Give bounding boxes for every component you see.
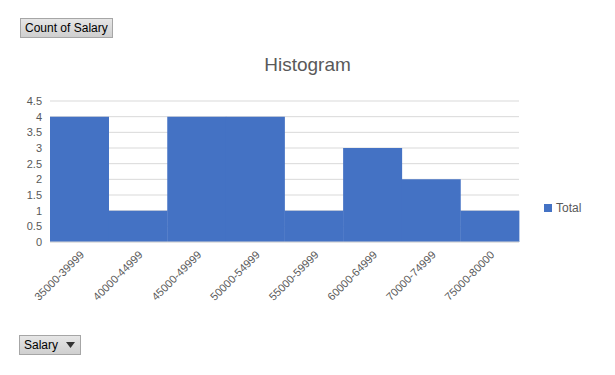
svg-text:35000-39999: 35000-39999 [32,248,86,302]
svg-text:70000-74999: 70000-74999 [384,248,438,302]
html-text:Histogram: Histogram [264,54,351,75]
svg-text:3: 3 [36,142,42,154]
svg-text:45000-49999: 45000-49999 [149,248,203,302]
html-text:Total: Total [556,201,582,215]
svg-text:1.5: 1.5 [27,189,42,201]
svg-text:40000-44999: 40000-44999 [91,248,145,302]
svg-text:0: 0 [36,236,42,248]
svg-text:50000-54999: 50000-54999 [208,248,262,302]
svg-text:2.5: 2.5 [27,158,42,170]
svg-text:55000-59999: 55000-59999 [266,248,320,302]
svg-text:0.5: 0.5 [27,220,42,232]
svg-text:3.5: 3.5 [27,126,42,138]
svg-text:60000-64999: 60000-64999 [325,248,379,302]
svg-text:75000-80000: 75000-80000 [442,248,496,302]
svg-text:2: 2 [36,173,42,185]
svg-text:4: 4 [36,111,42,123]
html-text:Count of Salary: Count of Salary [25,21,108,35]
svg-text:1: 1 [36,205,42,217]
html-text:Salary: Salary [24,338,58,352]
svg-text:4.5: 4.5 [27,95,42,107]
